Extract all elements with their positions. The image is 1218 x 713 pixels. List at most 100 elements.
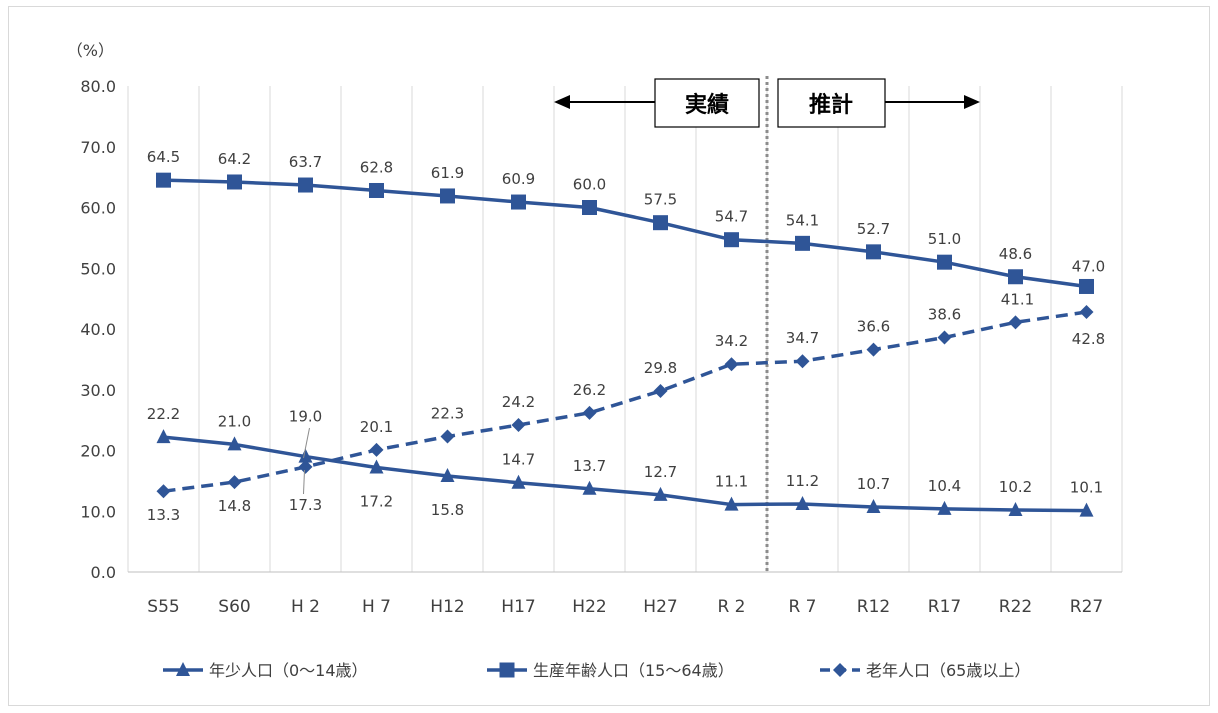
- data-label: 54.1: [786, 211, 819, 229]
- actual-box: [654, 78, 760, 128]
- data-point-marker: [653, 215, 668, 231]
- data-point-marker: [511, 417, 526, 432]
- data-label: 54.7: [715, 208, 748, 226]
- data-point-marker: [298, 177, 313, 193]
- data-point-marker: [156, 484, 171, 499]
- y-tick-label: 40.0: [80, 320, 116, 339]
- y-tick-label: 80.0: [80, 77, 116, 96]
- data-point-marker: [369, 459, 384, 474]
- y-tick-label: 60.0: [80, 199, 116, 218]
- data-label: 13.3: [147, 506, 180, 524]
- data-label: 13.7: [573, 457, 606, 475]
- data-point-marker: [795, 495, 810, 510]
- legend-marker: [833, 663, 847, 677]
- legend-marker: [176, 662, 190, 676]
- data-label: 14.7: [502, 451, 535, 469]
- data-label: 19.0: [289, 408, 322, 426]
- series-0: [156, 429, 1094, 517]
- legend-marker: [499, 662, 515, 678]
- x-tick-label: H 2: [291, 597, 320, 617]
- y-tick-label: 20.0: [80, 442, 116, 461]
- data-label: 60.9: [502, 170, 535, 188]
- data-label: 26.2: [573, 381, 606, 399]
- data-label: 10.4: [928, 477, 961, 495]
- legend-label: 老年人口（65歳以上）: [866, 661, 1030, 680]
- data-point-marker: [653, 383, 668, 398]
- legend-item: [487, 662, 527, 678]
- data-point-marker: [582, 405, 597, 420]
- x-tick-label: R17: [928, 597, 961, 617]
- legend-item: [163, 662, 203, 676]
- series-line: [163, 178, 1087, 289]
- series-2: [156, 304, 1094, 499]
- data-point-marker: [582, 480, 597, 495]
- data-point-marker: [227, 174, 242, 190]
- data-point-marker: [156, 429, 171, 444]
- data-label: 64.5: [147, 148, 180, 166]
- y-tick-label: 10.0: [80, 502, 116, 521]
- series-1: [156, 172, 1094, 294]
- data-label: 20.1: [360, 418, 393, 436]
- label-leader-line: [303, 469, 305, 495]
- data-point-marker: [440, 188, 455, 204]
- actual-label: 実績: [685, 92, 729, 118]
- estimate-label: 推計: [809, 92, 853, 118]
- y-tick-label: 70.0: [80, 138, 116, 157]
- data-point-marker: [866, 342, 881, 357]
- y-tick-label: 30.0: [80, 381, 116, 400]
- data-point-marker: [724, 496, 739, 511]
- data-label: 22.2: [147, 405, 180, 423]
- data-label: 10.2: [999, 478, 1032, 496]
- data-point-marker: [1008, 315, 1023, 330]
- data-point-marker: [1008, 269, 1023, 285]
- data-point-marker: [724, 232, 739, 248]
- data-point-marker: [1079, 278, 1094, 294]
- data-label: 34.2: [715, 332, 748, 350]
- legend-label: 年少人口（0～14歳）: [209, 661, 368, 680]
- series-line: [163, 435, 1087, 513]
- data-label: 34.7: [786, 329, 819, 347]
- data-point-marker: [511, 474, 526, 489]
- data-label: 29.8: [644, 359, 677, 377]
- x-tick-label: R22: [999, 597, 1032, 617]
- data-point-marker: [937, 500, 952, 515]
- legend-label: 生産年齢人口（15～64歳）: [533, 661, 734, 680]
- data-label: 41.1: [1001, 290, 1034, 308]
- data-label: 11.1: [715, 473, 748, 491]
- y-tick-label: 0.0: [91, 563, 116, 582]
- data-label: 21.0: [218, 412, 251, 430]
- data-label: 36.6: [857, 318, 890, 336]
- data-label: 17.2: [360, 493, 393, 511]
- x-tick-label: S60: [218, 597, 250, 617]
- data-label: 42.8: [1072, 330, 1105, 348]
- x-tick-label: H22: [572, 597, 606, 617]
- data-label: 47.0: [1072, 257, 1105, 275]
- data-label: 60.0: [573, 176, 606, 194]
- x-tick-label: R27: [1070, 597, 1103, 617]
- data-point-marker: [369, 182, 384, 198]
- x-tick-label: R 2: [717, 597, 745, 617]
- x-tick-label: H17: [501, 597, 535, 617]
- data-point-marker: [653, 486, 668, 501]
- y-tick-label: 50.0: [80, 259, 116, 278]
- data-label: 22.3: [431, 405, 464, 423]
- data-point-marker: [795, 354, 810, 369]
- data-label: 52.7: [857, 220, 890, 238]
- data-label: 63.7: [289, 153, 322, 171]
- x-tick-label: H12: [430, 597, 464, 617]
- data-label: 17.3: [289, 496, 322, 514]
- data-label: 62.8: [360, 158, 393, 176]
- data-label: 10.7: [857, 475, 890, 493]
- chart-frame: [8, 6, 1210, 706]
- data-point-marker: [440, 468, 455, 483]
- data-label: 48.6: [999, 245, 1032, 263]
- data-label: 38.6: [928, 306, 961, 324]
- estimate-box: [777, 78, 886, 128]
- x-tick-label: H27: [643, 597, 677, 617]
- data-label: 64.2: [218, 150, 251, 168]
- x-tick-label: R 7: [788, 597, 816, 617]
- data-point-marker: [298, 459, 313, 474]
- data-point-marker: [866, 244, 881, 260]
- data-point-marker: [937, 254, 952, 270]
